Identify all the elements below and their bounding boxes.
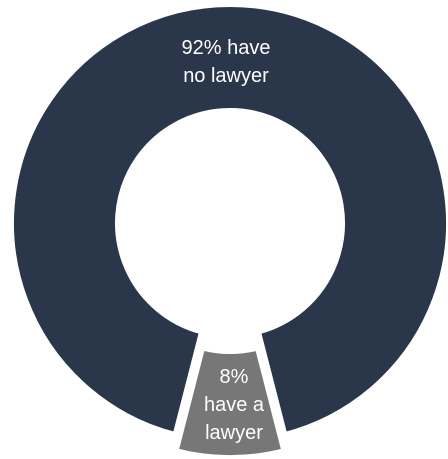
label-have-lawyer: 8% have a lawyer [204, 366, 265, 444]
label-line: no lawyer [183, 65, 269, 87]
donut-slice-no-lawyer [8, 1, 448, 439]
label-line: 92% have [182, 37, 271, 59]
label-no-lawyer: 92% have no lawyer [182, 37, 271, 87]
label-line: have a [204, 394, 265, 416]
donut-labels: 92% have no lawyer 8% have a lawyer [182, 37, 271, 444]
label-line: 8% [220, 366, 249, 388]
donut-slices [8, 1, 448, 459]
label-line: lawyer [205, 422, 263, 444]
donut-slice-have-lawyer [171, 343, 289, 459]
